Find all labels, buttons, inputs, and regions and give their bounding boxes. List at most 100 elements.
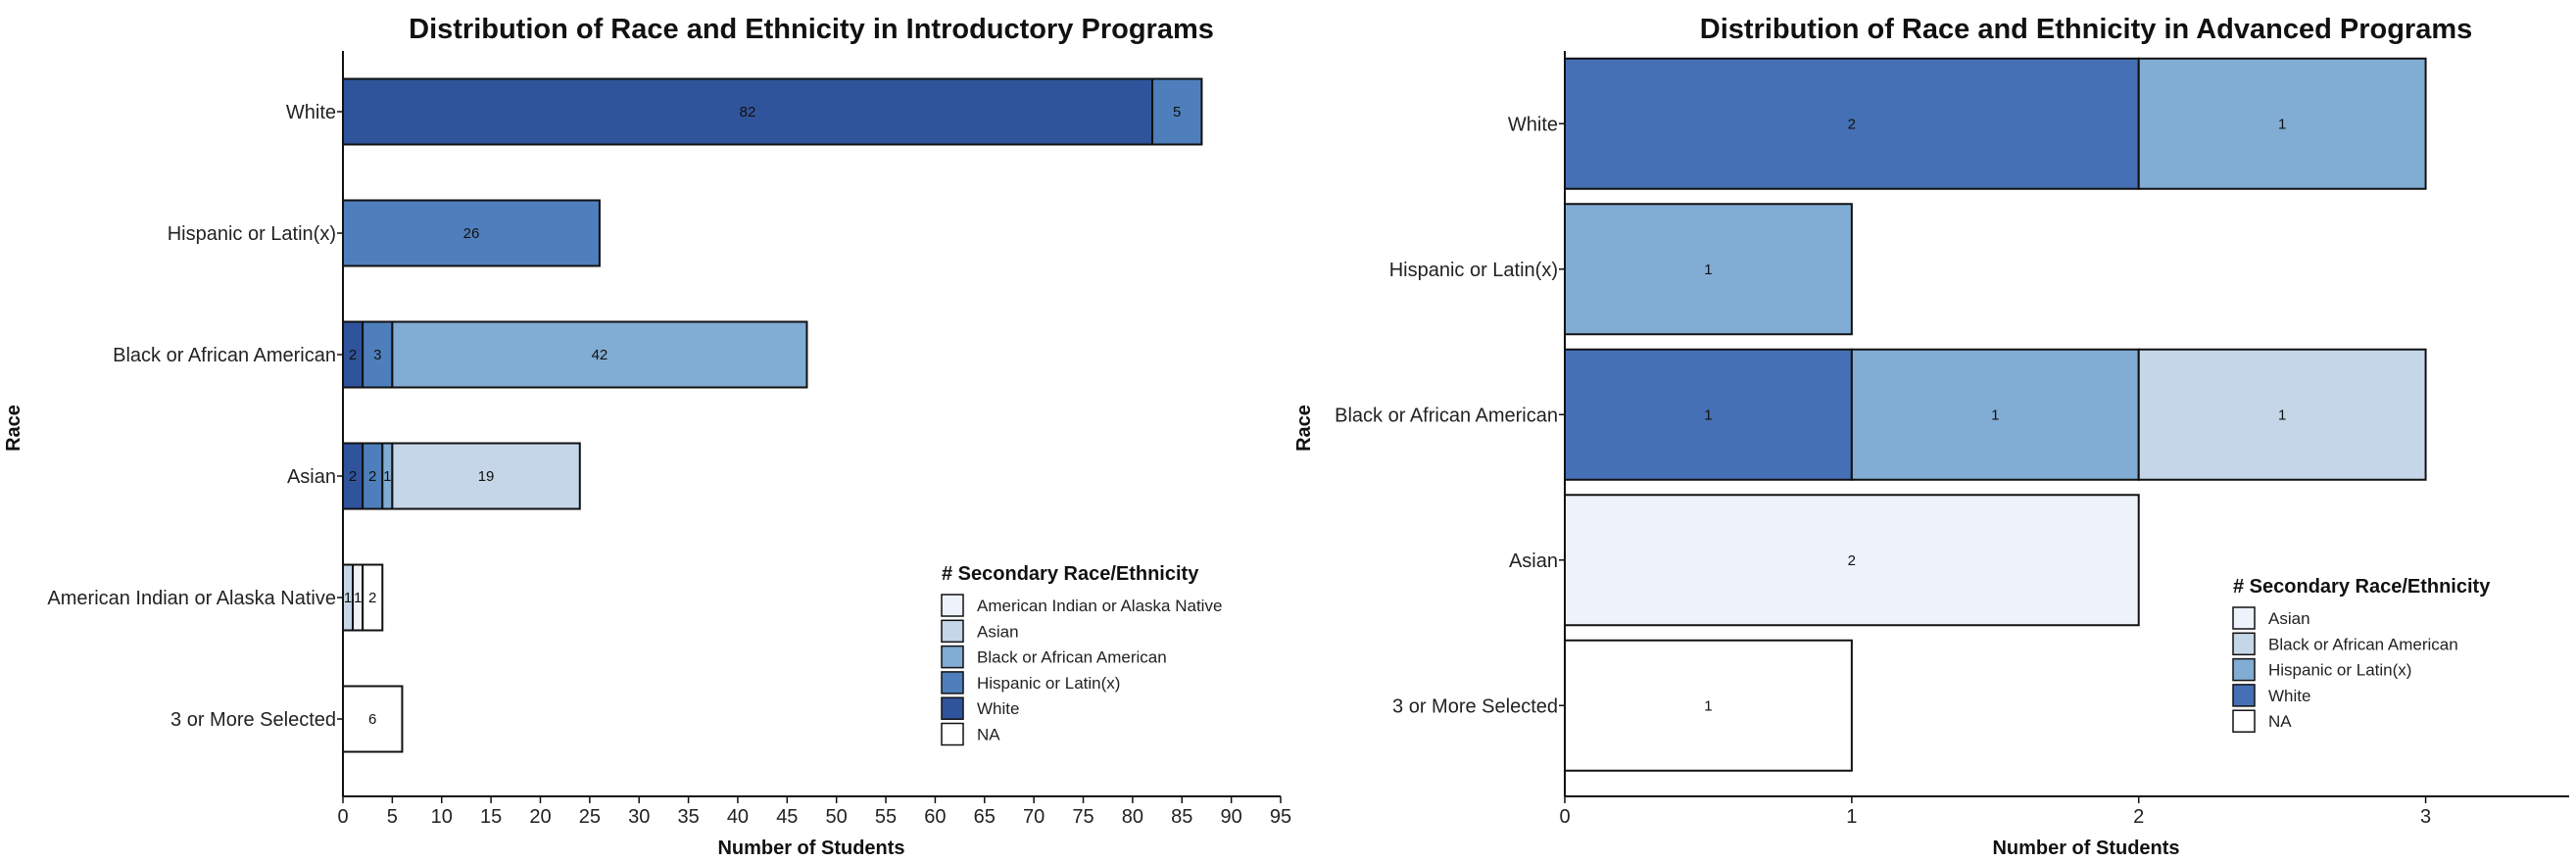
data-label: 5 — [1173, 104, 1181, 120]
data-label: 6 — [368, 711, 376, 728]
legend-swatch — [941, 594, 964, 617]
x-tick-label: 40 — [727, 806, 749, 828]
data-label: 42 — [592, 347, 608, 363]
bar-white-white — [342, 77, 1154, 146]
legend-label: Hispanic or Latin(x) — [977, 674, 1120, 693]
bar-black-or-african-american-black-or-african-american — [2137, 348, 2427, 481]
data-label: 19 — [478, 468, 495, 485]
x-tick-label: 15 — [480, 806, 502, 828]
legend-swatch — [2232, 657, 2256, 682]
legend-swatch — [2232, 684, 2256, 707]
advanced-programs-chart: Distribution of Race and Ethnicity in Ad… — [1293, 14, 2569, 859]
x-tick-label: 3 — [2420, 806, 2431, 828]
data-label: 1 — [383, 468, 391, 485]
data-label: 82 — [740, 104, 756, 120]
x-tick-label: 20 — [529, 806, 551, 828]
category-label: Hispanic or Latin(x) — [1389, 260, 1558, 281]
legend-swatch — [941, 645, 964, 669]
category-label: 3 or More Selected — [170, 709, 336, 731]
data-label: 2 — [349, 347, 357, 363]
x-tick-label: 70 — [1023, 806, 1045, 828]
x-tick-label: 60 — [924, 806, 946, 828]
x-tick-label: 10 — [431, 806, 453, 828]
x-tick-label: 65 — [974, 806, 996, 828]
data-label: 1 — [1704, 407, 1712, 423]
category-label: White — [1508, 114, 1558, 135]
category-label: Black or African American — [113, 345, 336, 366]
legend-swatch — [2232, 606, 2256, 630]
legend-label: NA — [2268, 712, 2292, 731]
x-axis-title: Number of Students — [717, 838, 904, 859]
category-label: 3 or More Selected — [1392, 695, 1558, 717]
legend-swatch — [2232, 709, 2256, 733]
chart-title: Distribution of Race and Ethnicity in In… — [409, 14, 1214, 45]
x-tick-label: 50 — [826, 806, 848, 828]
bar-white-hispanic-or-latin-x — [1151, 77, 1203, 146]
legend-swatch — [941, 722, 964, 746]
category-label: Asian — [1509, 551, 1558, 572]
data-label: 2 — [368, 590, 376, 606]
intro-programs-chart: Distribution of Race and Ethnicity in In… — [3, 14, 1291, 859]
legend-swatch — [2232, 632, 2256, 656]
legend-title: # Secondary Race/Ethnicity — [942, 563, 1199, 585]
legend-label: White — [977, 699, 1019, 718]
chart-title: Distribution of Race and Ethnicity in Ad… — [1700, 14, 2473, 45]
bar-white-white — [1564, 57, 2140, 190]
legend-swatch — [941, 696, 964, 720]
bar-white-hispanic-or-latin-x — [2137, 57, 2427, 190]
data-label: 1 — [1704, 697, 1712, 714]
bar-american-indian-or-alaska-native-na — [362, 563, 384, 632]
legend-label: Black or African American — [2268, 635, 2458, 653]
bar-hispanic-or-latin-x-hispanic-or-latin-x — [342, 199, 601, 267]
x-tick-label: 55 — [875, 806, 897, 828]
category-label: American Indian or Alaska Native — [47, 588, 336, 609]
data-label: 1 — [2278, 116, 2286, 132]
bar-asian-asian — [1564, 494, 2140, 627]
legend-swatch — [941, 619, 964, 644]
bar-black-or-african-american-hispanic-or-latin-x — [1850, 348, 2140, 481]
x-tick-label: 0 — [1559, 806, 1570, 828]
bar-3-or-more-selected-na — [342, 685, 404, 753]
legend-label: Asian — [977, 622, 1019, 641]
legend-label: Hispanic or Latin(x) — [2268, 661, 2411, 680]
y-axis-title: Race — [3, 405, 24, 452]
x-tick-label: 1 — [1846, 806, 1857, 828]
legend-label: White — [2268, 687, 2310, 705]
data-label: 2 — [1848, 552, 1856, 569]
x-tick-label: 90 — [1221, 806, 1242, 828]
x-tick-label: 30 — [628, 806, 650, 828]
category-label: Black or African American — [1335, 405, 1558, 426]
x-tick-label: 35 — [677, 806, 699, 828]
category-label: Hispanic or Latin(x) — [168, 223, 336, 245]
bar-3-or-more-selected-na — [1564, 639, 1853, 772]
x-tick-label: 85 — [1171, 806, 1192, 828]
y-axis-title: Race — [1293, 405, 1315, 452]
bar-hispanic-or-latin-x-hispanic-or-latin-x — [1564, 203, 1853, 336]
x-tick-label: 95 — [1270, 806, 1291, 828]
category-label: White — [286, 102, 336, 123]
x-tick-label: 25 — [579, 806, 601, 828]
category-label: Asian — [287, 466, 336, 488]
bar-black-or-african-american-white — [1564, 348, 1853, 481]
data-label: 2 — [1848, 116, 1856, 132]
data-label: 2 — [349, 468, 357, 485]
data-label: 1 — [344, 590, 352, 606]
data-label: 1 — [354, 590, 362, 606]
x-tick-label: 2 — [2133, 806, 2144, 828]
data-label: 1 — [2278, 407, 2286, 423]
legend-title: # Secondary Race/Ethnicity — [2233, 576, 2491, 598]
bar-asian-asian — [391, 442, 581, 510]
data-label: 3 — [373, 347, 381, 363]
legend-label: Asian — [2268, 609, 2310, 628]
x-tick-label: 5 — [387, 806, 398, 828]
bar-black-or-african-american-black-or-african-american — [391, 320, 808, 389]
x-tick-label: 75 — [1072, 806, 1094, 828]
legend-label: American Indian or Alaska Native — [977, 597, 1222, 615]
data-label: 2 — [368, 468, 376, 485]
x-tick-label: 45 — [776, 806, 798, 828]
data-label: 26 — [463, 225, 480, 242]
legend-label: Black or African American — [977, 648, 1167, 667]
legend-swatch — [941, 671, 964, 694]
data-label: 1 — [1991, 407, 1999, 423]
